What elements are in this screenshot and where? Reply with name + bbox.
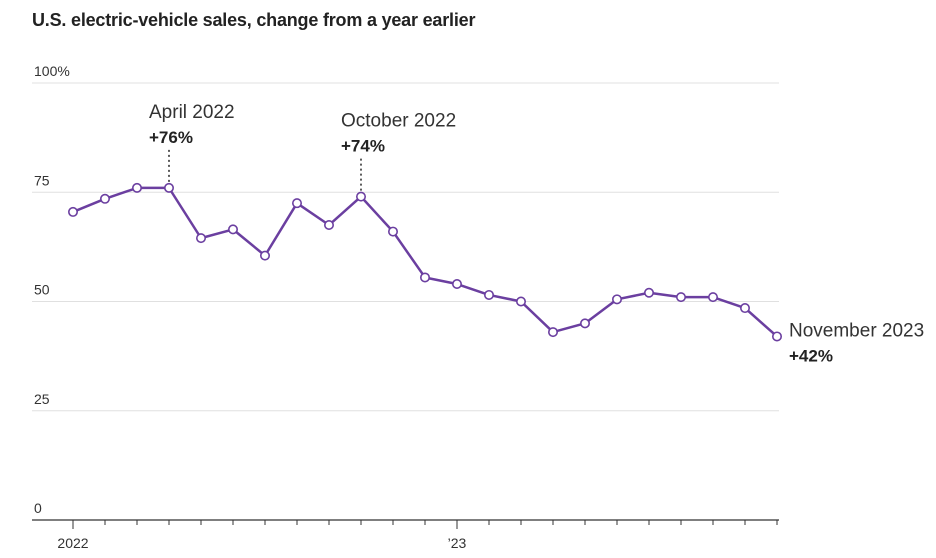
x-tick-label: ’23 [448,535,467,551]
data-point [771,331,782,342]
data-point [451,279,462,290]
data-point [355,191,366,202]
data-point [739,303,750,314]
data-point [643,287,654,298]
data-point [228,224,239,235]
data-point [132,182,143,193]
data-point [419,272,430,283]
data-point [100,193,111,204]
data-point [515,296,526,307]
y-tick-label: 25 [34,391,50,407]
y-tick-label: 50 [34,282,50,298]
data-point [164,182,175,193]
annotation-label: November 2023 [789,320,924,341]
annotation-label: October 2022 [341,111,456,132]
annotation-value: +42% [789,346,833,365]
data-point [259,250,270,261]
annotation-value: +76% [149,128,193,147]
data-point [387,226,398,237]
y-tick-label: 75 [34,172,50,188]
annotation-value: +74% [341,137,385,156]
y-tick-label: 100% [34,63,70,79]
data-point [707,292,718,303]
data-point [547,327,558,338]
data-point [68,206,79,217]
series-line [72,186,778,338]
annotation-label: April 2022 [149,102,235,123]
y-tick-label: 0 [34,500,42,516]
data-point [579,318,590,329]
x-tick-label: 2022 [57,535,88,551]
data-point [611,294,622,305]
data-point [675,292,686,303]
data-point [291,198,302,209]
chart-title: U.S. electric-vehicle sales, change from… [32,10,476,30]
data-point [323,220,334,231]
data-point [483,289,494,300]
data-point [196,233,207,244]
